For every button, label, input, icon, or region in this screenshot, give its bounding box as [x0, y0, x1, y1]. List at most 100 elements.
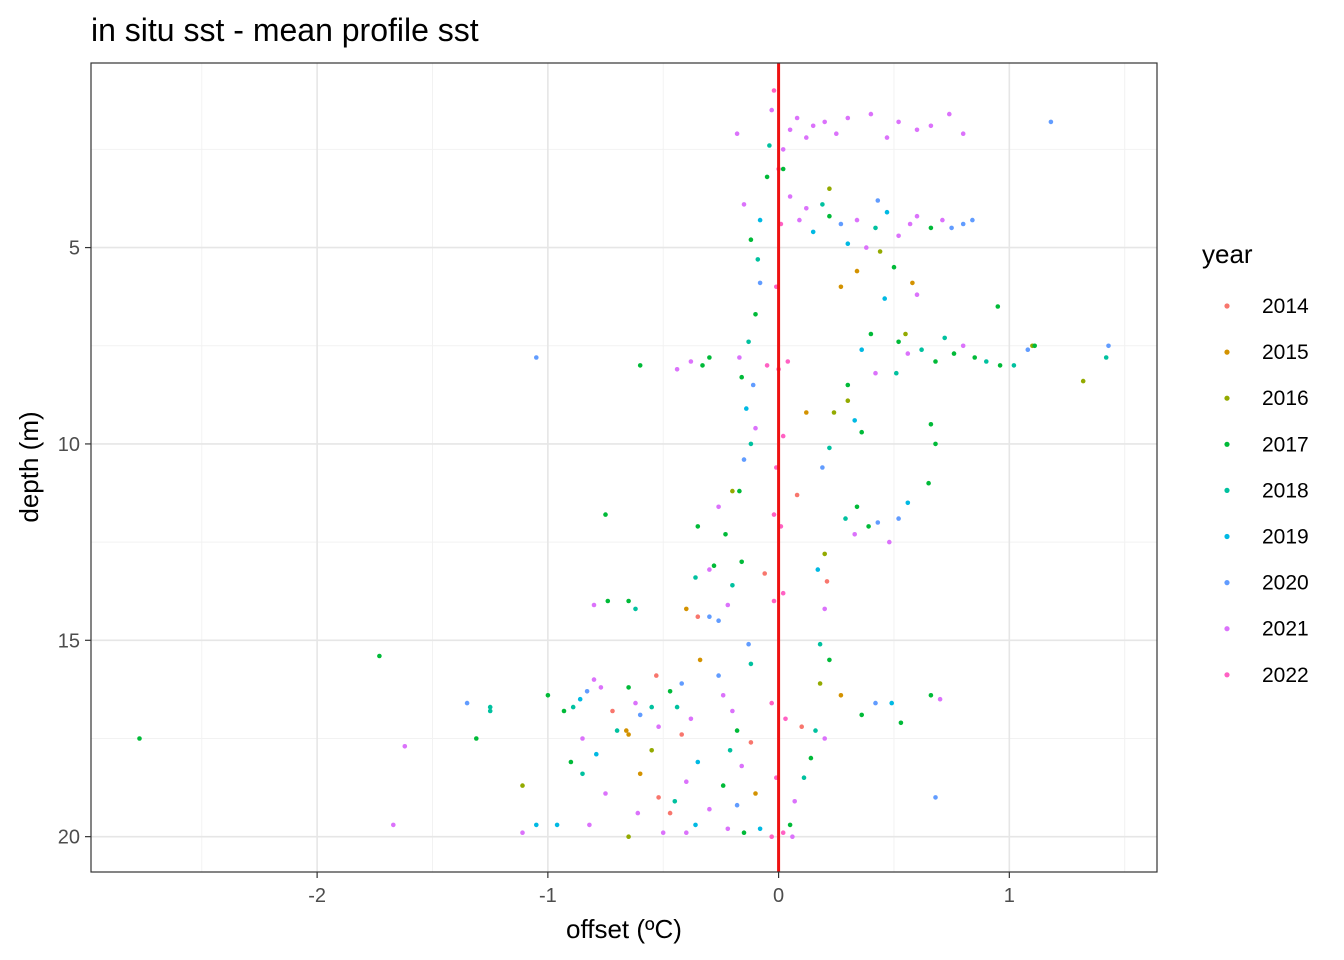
plot-panel — [90, 62, 1158, 873]
data-point-2020 — [746, 641, 751, 647]
data-point-2020 — [873, 700, 878, 706]
data-point-2021 — [884, 135, 890, 140]
data-point-2022 — [785, 359, 791, 364]
data-point-2021 — [520, 830, 525, 835]
data-point-2018 — [919, 347, 924, 353]
data-point-2021 — [635, 810, 641, 816]
grid-minor — [91, 63, 1157, 872]
data-point-2018 — [843, 516, 848, 521]
legend-key-2017 — [1224, 441, 1230, 447]
data-point-2019 — [882, 296, 887, 301]
legend-key-2019 — [1224, 533, 1230, 540]
data-point-2014 — [679, 732, 684, 737]
data-point-2017 — [1032, 343, 1037, 349]
legend-label-2022: 2022 — [1262, 664, 1309, 687]
data-point-2021 — [603, 791, 608, 796]
data-point-2018 — [984, 359, 989, 364]
data-point-2021 — [810, 123, 816, 129]
data-point-2014 — [748, 740, 754, 745]
data-point-2014 — [654, 673, 659, 678]
data-point-2019 — [852, 418, 857, 423]
data-point-2014 — [762, 571, 767, 576]
data-point-2017 — [741, 830, 747, 835]
data-point-2017 — [695, 524, 701, 529]
data-point-2017 — [997, 363, 1003, 368]
data-point-2021 — [707, 567, 712, 572]
data-point-2020 — [716, 618, 721, 623]
data-point-2018 — [1103, 355, 1109, 360]
y-axis: 5 10 15 20 — [58, 238, 91, 849]
y-tick-label: 5 — [69, 238, 80, 260]
y-tick-label: 15 — [58, 630, 80, 652]
data-point-2019 — [757, 826, 763, 832]
data-point-2022 — [771, 88, 777, 93]
y-tick-label: 20 — [58, 827, 80, 849]
data-point-2017 — [377, 653, 382, 659]
legend-key-2015 — [1224, 349, 1230, 355]
data-point-2017 — [972, 355, 977, 360]
data-point-2020 — [741, 457, 747, 462]
data-point-2020 — [820, 465, 825, 470]
plot-background — [91, 63, 1157, 872]
data-point-2016 — [730, 488, 735, 494]
data-point-2015 — [684, 606, 689, 612]
data-point-2018 — [570, 704, 576, 710]
data-point-2017 — [898, 720, 904, 726]
data-point-2014 — [667, 810, 673, 816]
data-point-2017 — [605, 598, 611, 604]
data-point-2017 — [928, 225, 934, 231]
data-point-2021 — [633, 700, 638, 706]
data-point-2022 — [771, 512, 777, 517]
data-point-2016 — [845, 398, 851, 404]
data-point-2020 — [949, 225, 954, 231]
y-axis-title: depth (m) — [14, 411, 44, 522]
x-tick-label: 0 — [773, 885, 784, 907]
legend-label-2018: 2018 — [1262, 479, 1309, 502]
data-point-2017 — [933, 359, 938, 364]
legend-label-2014: 2014 — [1262, 295, 1309, 318]
data-point-2020 — [838, 221, 844, 227]
data-point-2021 — [873, 370, 878, 376]
data-point-2019 — [815, 567, 821, 572]
data-point-2018 — [487, 704, 493, 710]
data-point-2017 — [723, 532, 728, 537]
legend-label-2020: 2020 — [1262, 572, 1309, 595]
chart-title: in situ sst - mean profile sst — [91, 12, 479, 48]
data-point-2018 — [487, 708, 493, 714]
data-point-2017 — [474, 736, 479, 741]
data-point-2021 — [940, 217, 945, 223]
data-point-2018 — [693, 575, 698, 580]
data-point-2015 — [637, 771, 643, 777]
x-tick-label: -1 — [539, 885, 557, 907]
data-point-2021 — [834, 131, 839, 136]
data-point-2021 — [822, 736, 827, 741]
legend-key-2020 — [1224, 580, 1230, 586]
data-point-2022 — [769, 700, 774, 706]
legend-title: year — [1202, 239, 1253, 269]
data-point-2018 — [813, 728, 818, 733]
data-point-2021 — [684, 830, 689, 835]
data-point-2021 — [787, 194, 793, 199]
data-point-2020 — [1048, 119, 1054, 125]
legend-label-2021: 2021 — [1262, 618, 1309, 641]
data-point-2014 — [656, 795, 661, 800]
data-point-2018 — [633, 606, 638, 612]
data-point-2021 — [402, 744, 408, 749]
data-point-2021 — [716, 504, 721, 510]
data-point-2018 — [801, 775, 807, 780]
legend-key-2014 — [1224, 303, 1230, 309]
data-point-2021 — [896, 233, 901, 239]
data-point-2021 — [928, 123, 934, 129]
legend-label-2019: 2019 — [1262, 526, 1309, 549]
legend-key-2021 — [1224, 626, 1230, 632]
data-point-2018 — [672, 799, 678, 804]
data-point-2021 — [914, 127, 920, 133]
data-point-2019 — [905, 500, 911, 506]
data-point-2021 — [580, 736, 585, 741]
data-point-2021 — [787, 127, 793, 133]
data-point-2020 — [960, 221, 966, 227]
data-point-2017 — [626, 598, 631, 604]
data-point-2017 — [926, 480, 931, 486]
data-point-2015 — [838, 284, 844, 290]
data-point-2017 — [928, 422, 934, 427]
